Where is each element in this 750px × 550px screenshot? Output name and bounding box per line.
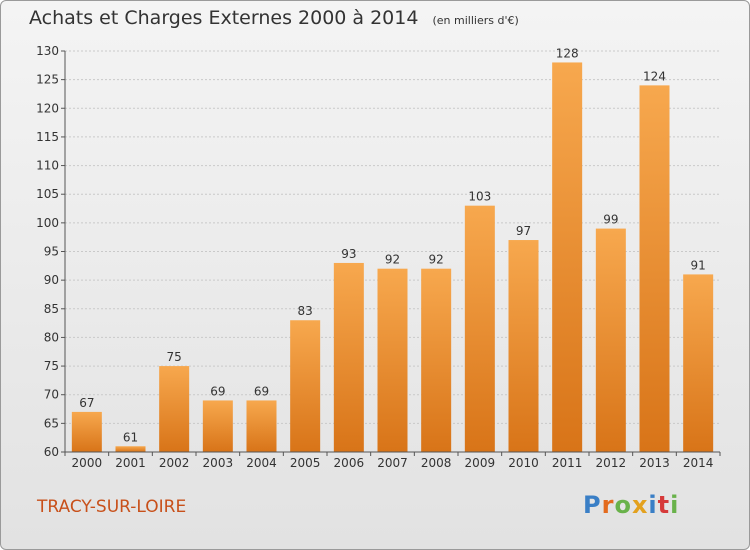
bar-value-label: 93 (341, 247, 356, 261)
bar-2008 (421, 268, 452, 452)
x-tick-label: 2014 (683, 456, 714, 470)
bar-value-label: 91 (691, 258, 706, 272)
chart-subtitle: (en milliers d'€) (432, 14, 519, 27)
chart-title-text: Achats et Charges Externes 2000 à 2014 (29, 7, 419, 29)
y-tick-label: 90 (44, 273, 59, 287)
bar-2011 (552, 62, 583, 452)
y-tick-label: 80 (44, 330, 59, 344)
y-tick-label: 65 (44, 416, 59, 430)
y-tick-label: 130 (36, 44, 59, 58)
x-tick-label: 2011 (552, 456, 583, 470)
bar-2012 (595, 228, 626, 452)
bar-2009 (464, 205, 495, 452)
x-tick-label: 2008 (421, 456, 452, 470)
bar-value-label: 61 (123, 430, 138, 444)
proxiti-logo[interactable]: Proxiti (583, 491, 679, 519)
city-name: TRACY-SUR-LOIRE (37, 497, 187, 517)
x-tick-label: 2012 (596, 456, 627, 470)
x-tick-label: 2003 (203, 456, 234, 470)
bar-2002 (159, 366, 190, 452)
bar-2000 (71, 411, 102, 452)
x-tick-label: 2001 (115, 456, 146, 470)
x-tick-label: 2007 (377, 456, 408, 470)
y-tick-label: 125 (36, 73, 59, 87)
chart-title: Achats et Charges Externes 2000 à 2014 (… (29, 7, 519, 29)
x-tick-label: 2002 (159, 456, 190, 470)
bar-value-label: 69 (210, 384, 225, 398)
bar-2014 (683, 274, 714, 452)
bar-2007 (377, 268, 408, 452)
axes: 60 65 70 75 80 85 90 95 100 105 110 115 120 125 130 200… (36, 44, 721, 470)
logo-letter: i (648, 491, 658, 519)
x-tick-label: 2009 (465, 456, 496, 470)
x-tick-label: 2013 (639, 456, 670, 470)
y-tick-label: 85 (44, 302, 59, 316)
bar-value-label: 103 (468, 190, 491, 204)
bar-2006 (333, 262, 364, 452)
y-tick-label: 115 (36, 130, 59, 144)
bar-2001 (115, 446, 146, 452)
logo-letter: r (601, 491, 615, 519)
bar-2010 (508, 240, 539, 452)
x-tick-label: 2005 (290, 456, 321, 470)
logo-letter: t (657, 491, 671, 519)
bar-value-label: 92 (429, 253, 444, 267)
bars: 67 61 75 69 69 83 93 92 92 103 97 128 99 124 91 (71, 46, 714, 452)
x-tick-label: 2004 (246, 456, 277, 470)
logo-letter: x (631, 491, 649, 519)
y-tick-label: 110 (36, 159, 59, 173)
bar-2005 (290, 320, 321, 452)
x-tick-label: 2006 (334, 456, 365, 470)
y-tick-label: 120 (36, 101, 59, 115)
bar-value-label: 67 (79, 396, 94, 410)
bar-value-label: 92 (385, 253, 400, 267)
bar-value-label: 75 (167, 350, 182, 364)
y-tick-label: 105 (36, 187, 59, 201)
logo-letter: i (670, 491, 680, 519)
y-tick-label: 75 (44, 359, 59, 373)
y-tick-label: 95 (44, 245, 59, 259)
bar-2013 (639, 85, 670, 452)
y-tick-label: 60 (44, 445, 59, 459)
bar-value-label: 97 (516, 224, 531, 238)
logo-letter: o (614, 491, 632, 519)
bar-value-label: 99 (603, 213, 618, 227)
x-tick-label: 2000 (72, 456, 103, 470)
bar-value-label: 69 (254, 384, 269, 398)
bar-value-label: 83 (298, 304, 313, 318)
y-tick-label: 100 (36, 216, 59, 230)
logo-letter: P (583, 491, 602, 519)
x-tick-label: 2010 (508, 456, 539, 470)
bar-value-label: 124 (643, 69, 666, 83)
bar-2003 (202, 400, 233, 452)
y-tick-label: 70 (44, 388, 59, 402)
bar-2004 (246, 400, 277, 452)
bar-value-label: 128 (556, 46, 579, 60)
